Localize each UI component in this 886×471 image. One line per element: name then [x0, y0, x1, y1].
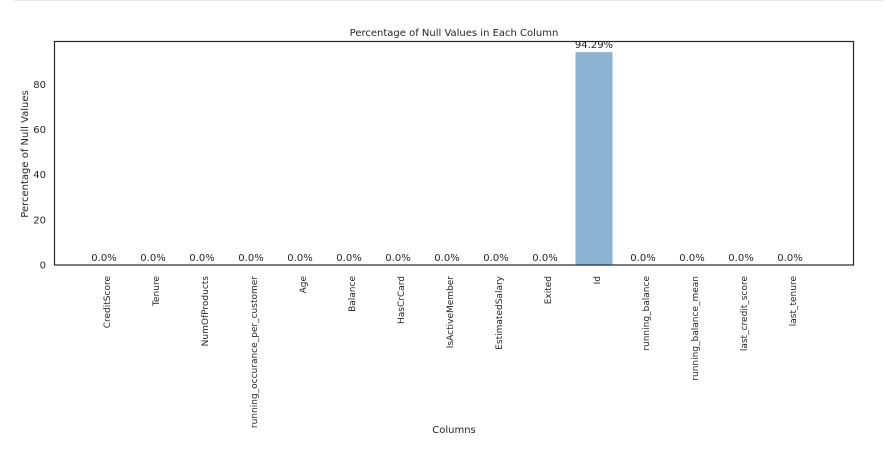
data-label-last_tenure: 0.0% [777, 253, 802, 264]
data-label-Balance: 0.0% [336, 253, 361, 264]
data-label-IsActiveMember: 0.0% [434, 253, 459, 264]
x-tick-label-EstimatedSalary: EstimatedSalary [495, 275, 505, 349]
x-tick-label-running_balance: running_balance [642, 276, 652, 351]
data-label-CreditScore: 0.0% [91, 253, 116, 264]
data-label-running_balance_mean: 0.0% [679, 253, 704, 264]
x-tick-label-Balance: Balance [348, 276, 358, 312]
data-label-running_occurance_per_customer: 0.0% [238, 253, 263, 264]
bars-group [575, 52, 613, 266]
x-axis-label: Columns [432, 425, 476, 436]
chart-title: Percentage of Null Values in Each Column [350, 28, 559, 39]
x-tick-label-NumOfProducts: NumOfProducts [201, 276, 211, 347]
x-tick-label-Tenure: Tenure [152, 276, 162, 307]
y-tick-label-0: 0 [40, 261, 46, 272]
x-tick-label-Exited: Exited [544, 276, 554, 304]
x-tick-label-Age: Age [299, 276, 309, 294]
x-tick-labels: CreditScore Tenure NumOfProducts running_oc… [103, 275, 799, 428]
data-labels: 0.0% 0.0% 0.0% 0.0% 0.0% 0.0% 0.0% 0.0% 0.0% 0.0%… [91, 40, 802, 264]
data-label-Age: 0.0% [287, 253, 312, 264]
data-label-NumOfProducts: 0.0% [189, 253, 214, 264]
x-tick-label-IsActiveMember: IsActiveMember [446, 276, 456, 349]
bar-Id [575, 52, 613, 266]
x-tick-label-last_tenure: last_tenure [789, 276, 799, 327]
y-tick-label-20: 20 [33, 215, 46, 226]
data-label-last_credit_score: 0.0% [728, 253, 753, 264]
y-axis-label: Percentage of Null Values [20, 90, 31, 217]
data-label-Id: 94.29% [575, 40, 613, 51]
y-tick-label-60: 60 [33, 125, 46, 136]
y-tick-label-80: 80 [33, 80, 46, 91]
plot-frame [53, 40, 855, 266]
top-divider [14, 0, 884, 1]
data-label-Tenure: 0.0% [140, 253, 165, 264]
y-tick-labels: 0 20 40 60 80 [33, 80, 46, 272]
y-tick-label-40: 40 [33, 170, 46, 181]
data-label-Exited: 0.0% [532, 253, 557, 264]
x-tick-label-last_credit_score: last_credit_score [740, 276, 750, 352]
data-label-EstimatedSalary: 0.0% [483, 253, 508, 264]
x-tick-label-CreditScore: CreditScore [103, 276, 113, 329]
data-label-running_balance: 0.0% [630, 253, 655, 264]
x-tick-label-Id: Id [593, 276, 603, 284]
x-tick-label-running_balance_mean: running_balance_mean [691, 276, 701, 381]
x-tick-label-HasCrCard: HasCrCard [397, 276, 407, 324]
x-tick-label-running_occurance_per_customer: running_occurance_per_customer [250, 276, 260, 428]
data-label-HasCrCard: 0.0% [385, 253, 410, 264]
